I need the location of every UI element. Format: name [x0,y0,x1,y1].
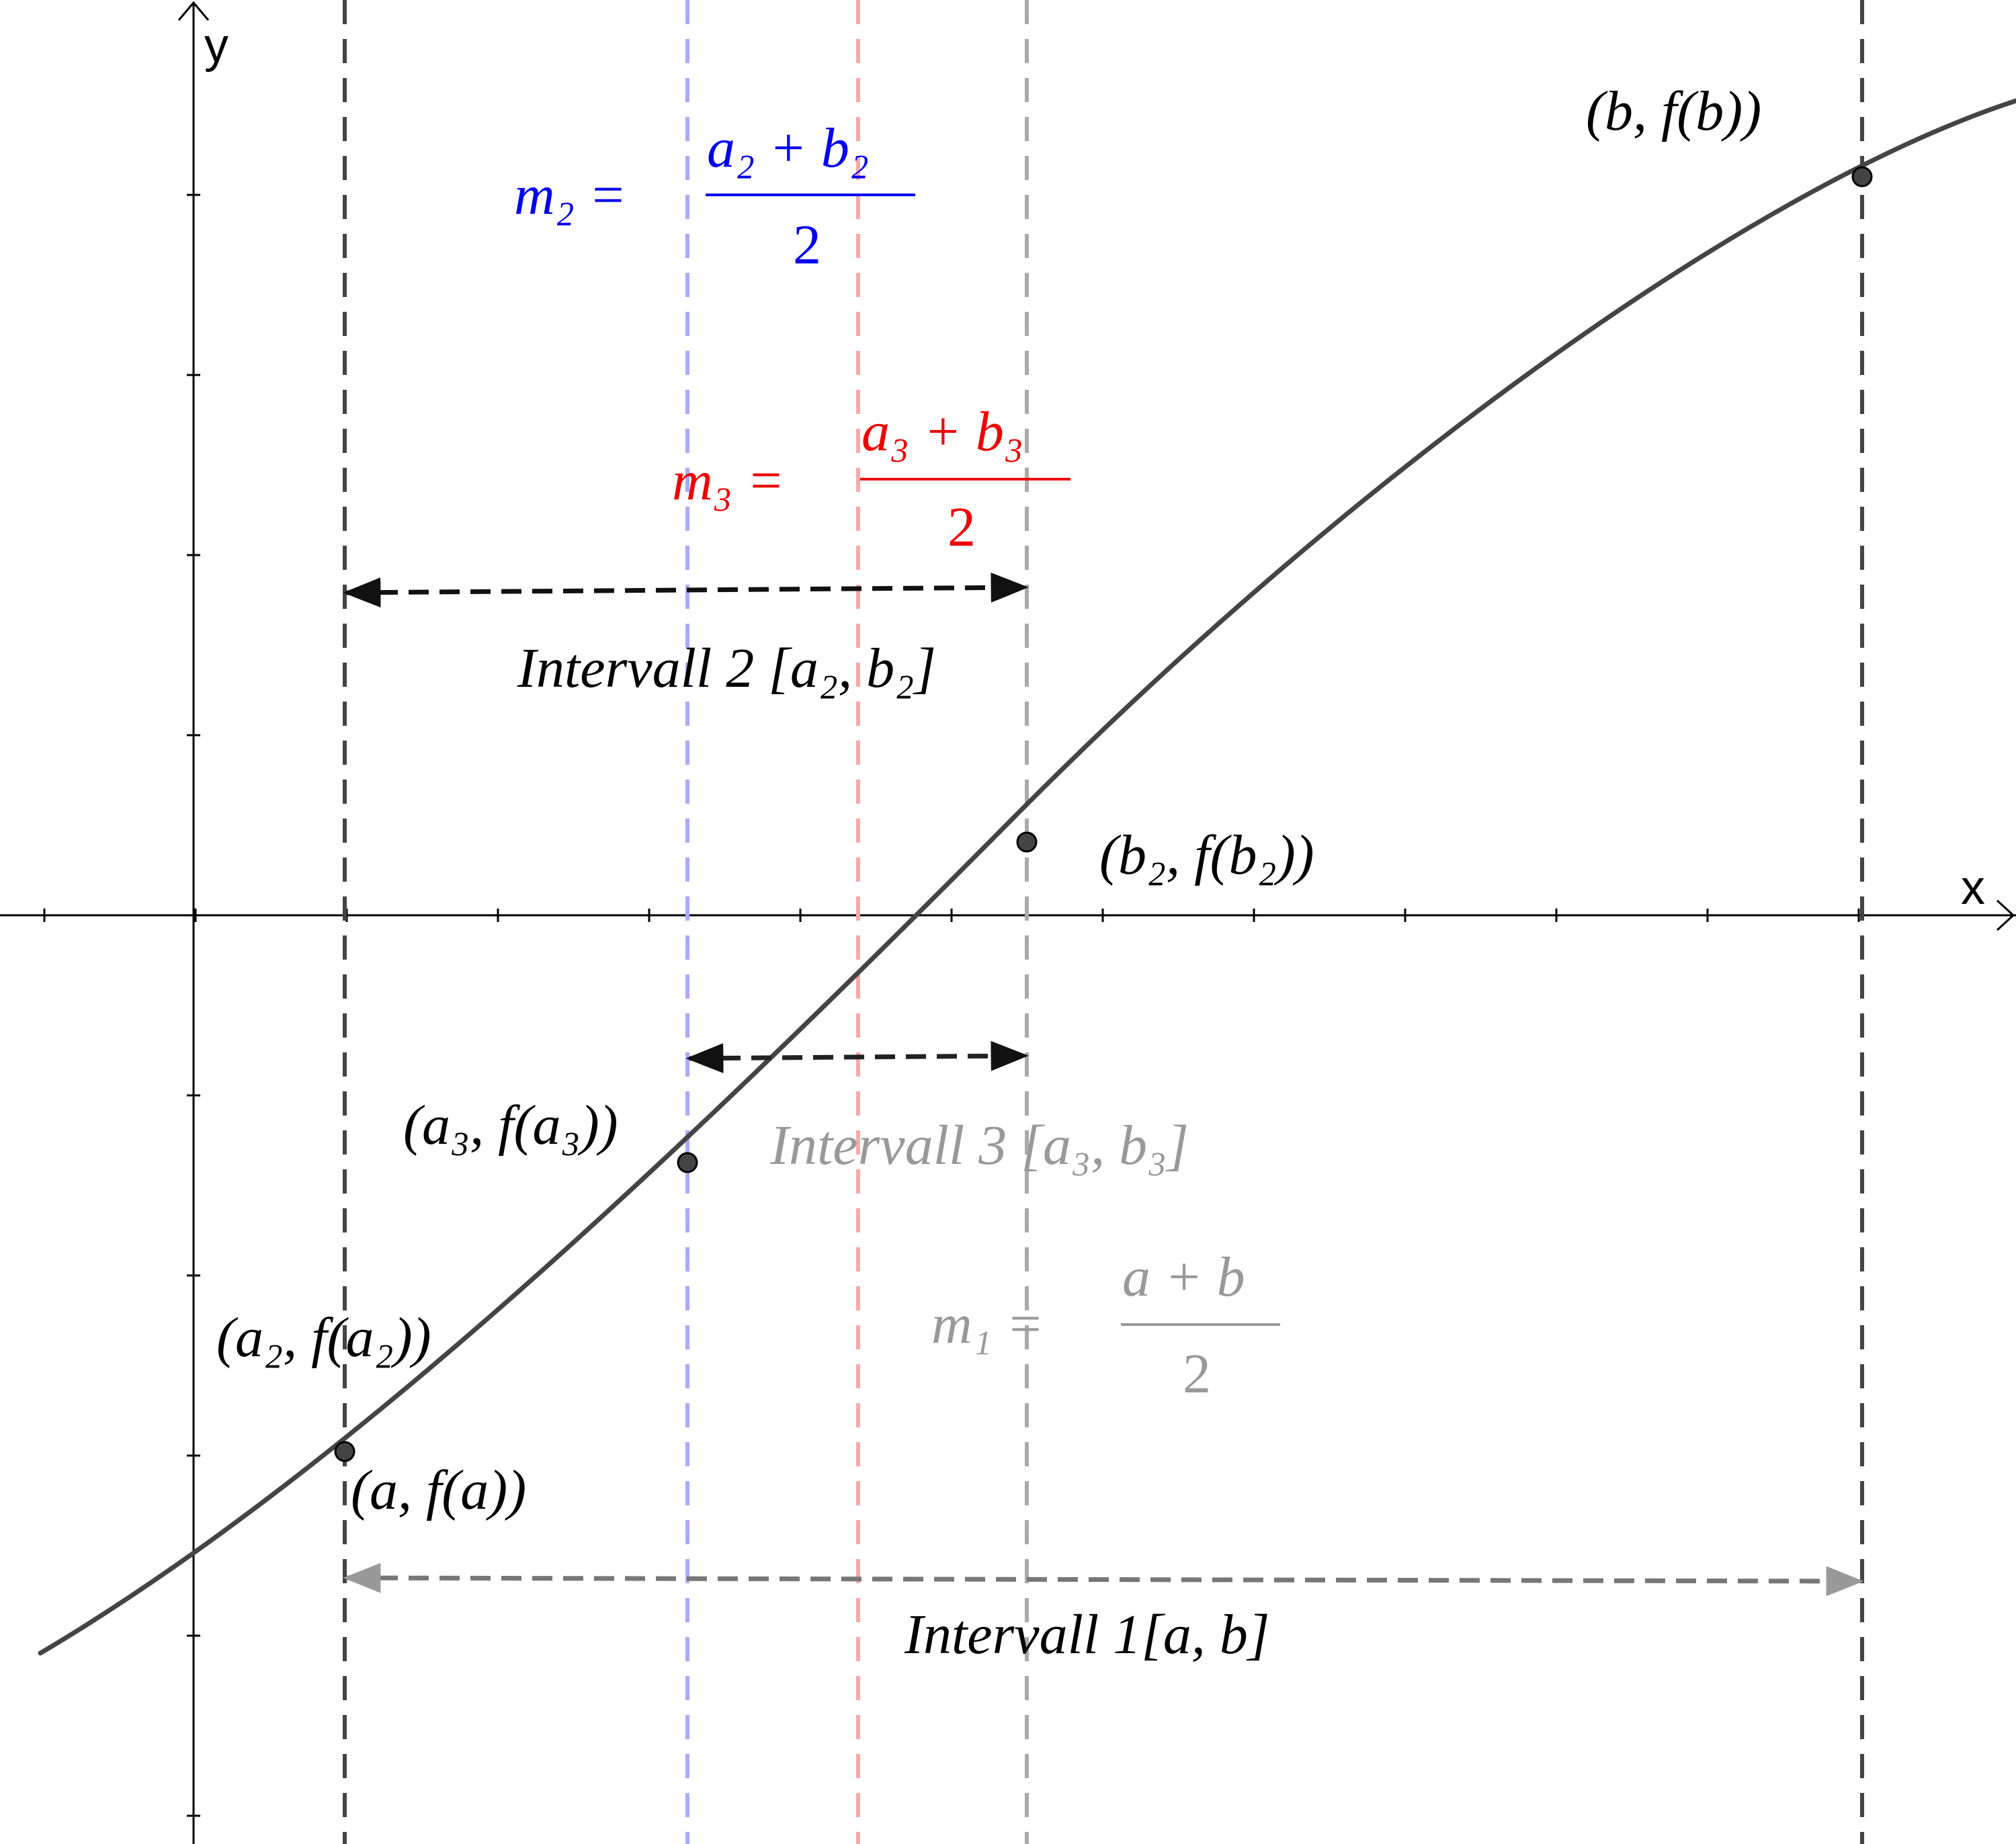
m3-lhs: m₃ = [672,450,785,512]
x-axis-label: x [1961,861,1985,915]
interval-arrows [343,573,1864,1597]
label-a2-fa2: (a₂, f(a₂)) [216,1306,431,1369]
point-labels: (b, f(b)) (b₂, f(b₂)) (a₃, f(a₃)) (a₂, f… [216,80,1761,1521]
formula-m2: m₂ = a₂ + b₂ 2 [514,117,915,276]
y-axis-arrow-icon [177,1,210,21]
point-a [334,1441,355,1462]
interval-2-label: Intervall 2 [a₂, b₂] [517,637,936,700]
interval-3-arrow [685,1041,1029,1073]
interval-1-label: Intervall 1[a, b] [904,1603,1270,1666]
x-axis-arrow-icon [1996,899,2015,931]
m2-denominator: 2 [793,214,821,276]
point-a3 [677,1152,698,1173]
x-axis-ticks [43,909,1860,922]
interval-2-arrow [343,573,1029,607]
label-a-fa: (a, f(a)) [351,1459,526,1521]
vertical-guides [343,0,1864,1844]
function-curve [38,98,2016,1656]
curve-points [334,166,1873,1462]
m3-denominator: 2 [948,496,976,558]
m1-lhs: m₁ = [931,1293,1044,1355]
label-b2-fb2: (b₂, f(b₂)) [1099,824,1314,886]
label-a3-fa3: (a₃, f(a₃)) [403,1094,618,1157]
point-b2 [1016,831,1038,853]
interval-1-arrow [343,1562,1864,1597]
label-b-fb: (b, f(b)) [1586,80,1761,142]
y-axis-ticks [187,194,200,1817]
m2-lhs: m₂ = [514,164,627,226]
point-b [1851,166,1873,187]
y-axis-label: y [204,19,228,73]
m3-numerator: a₃ + b₃ [862,401,1023,463]
formula-m3: m₃ = a₃ + b₃ 2 [672,401,1070,558]
m1-numerator: a + b [1122,1246,1245,1308]
m2-numerator: a₂ + b₂ [707,117,869,179]
m1-denominator: 2 [1183,1343,1211,1405]
interval-3-label: Intervall 3 [a₃, b₃] [769,1114,1189,1177]
formula-m1: m₁ = a + b 2 [931,1246,1280,1405]
interval-labels: Intervall 2 [a₂, b₂] Intervall 3 [a₃, b₃… [517,637,1270,1666]
